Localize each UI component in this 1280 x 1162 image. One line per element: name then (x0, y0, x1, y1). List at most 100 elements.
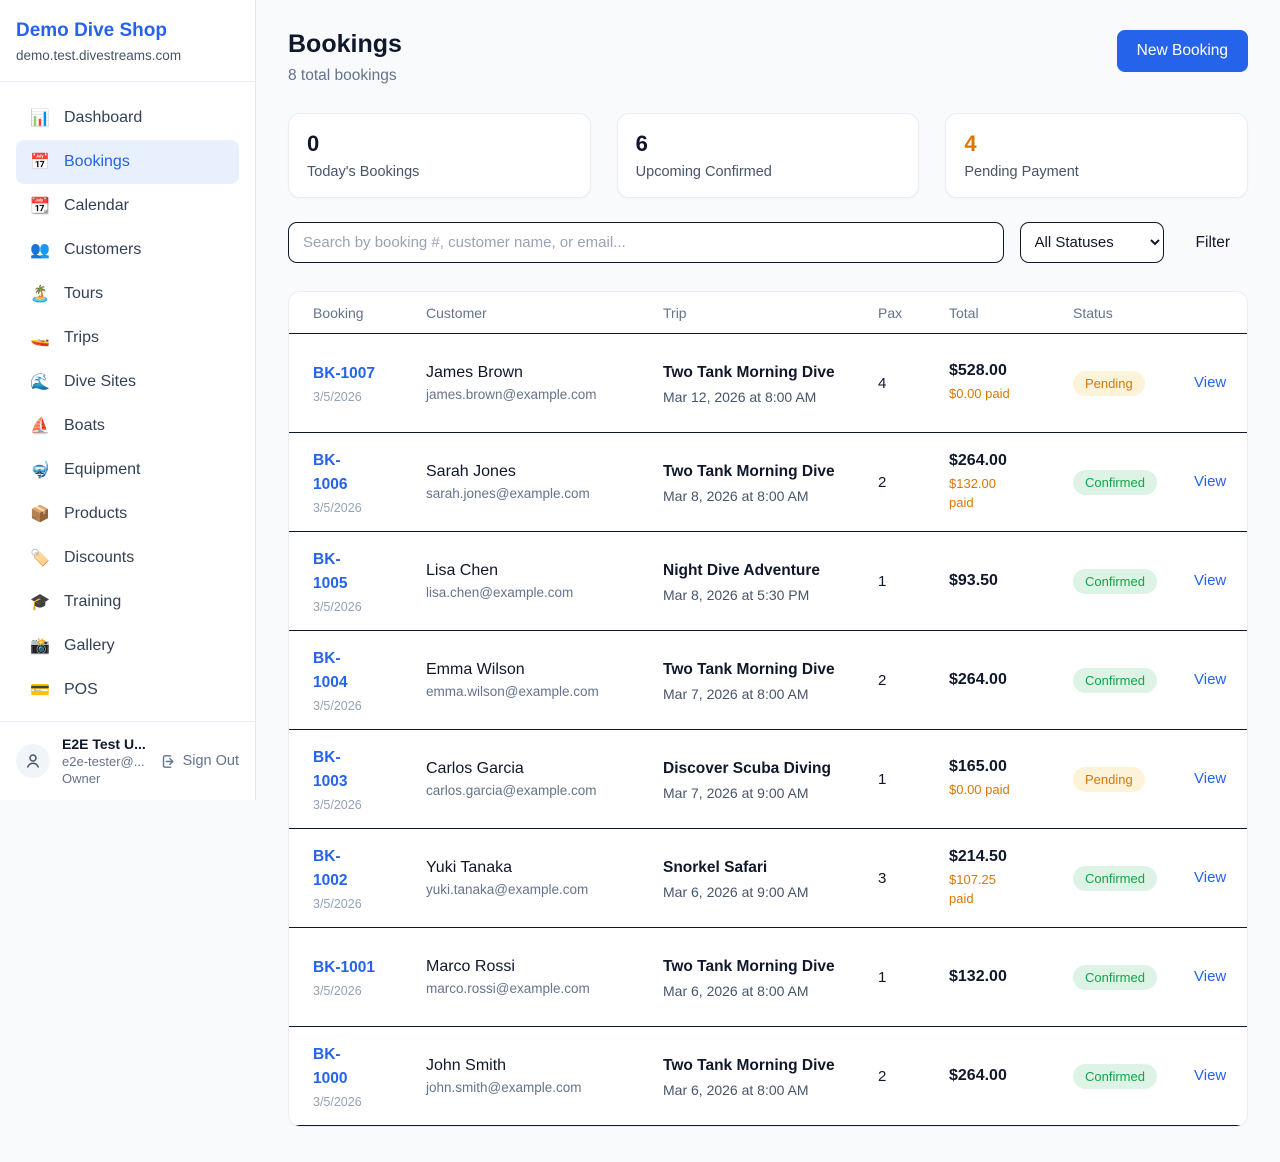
nav-item-label: Bookings (64, 153, 130, 170)
total-cell: $214.50 $107.25 paid (949, 848, 1073, 909)
total-amount: $264.00 (949, 451, 1007, 469)
sidebar-item[interactable]: 📅 Bookings (16, 140, 239, 184)
stat-card: 6 Upcoming Confirmed (616, 113, 920, 198)
booking-id-link[interactable]: BK- 1002 (313, 847, 348, 889)
customer-cell: Sarah Jones sarah.jones@example.com (426, 463, 663, 501)
view-link[interactable]: View (1194, 1067, 1227, 1084)
total-cell: $132.00 (949, 968, 1073, 986)
paid-amount: $0.00 paid (949, 386, 1010, 402)
sidebar-item[interactable]: 🏷️ Discounts (16, 536, 239, 580)
view-link[interactable]: View (1194, 473, 1227, 490)
column-header-pax: Pax (878, 304, 903, 321)
column-header-status: Status (1073, 304, 1113, 321)
nav-item-label: Discounts (64, 549, 135, 566)
customer-email: sarah.jones@example.com (426, 486, 590, 501)
view-link[interactable]: View (1194, 374, 1227, 391)
booking-id-link[interactable]: BK- 1006 (313, 451, 348, 493)
booking-cell: BK- 1006 3/5/2026 (313, 449, 426, 515)
customer-name: Yuki Tanaka (426, 859, 512, 876)
sidebar-item[interactable]: 📆 Calendar (16, 184, 239, 228)
sidebar: Demo Dive Shop demo.test.divestreams.com… (0, 0, 256, 800)
pax-cell: 1 (878, 968, 887, 986)
pax-cell: 3 (878, 869, 887, 887)
total-cell: $264.00 $132.00 paid (949, 452, 1073, 513)
booking-date: 3/5/2026 (313, 600, 362, 615)
sidebar-item[interactable]: 🏝️ Tours (16, 272, 239, 316)
nav-item-label: Dive Sites (64, 373, 137, 390)
sidebar-item[interactable]: 🎓 Training (16, 580, 239, 624)
trip-name: Two Tank Morning Dive (663, 957, 835, 975)
sidebar-item[interactable]: 📸 Gallery (16, 624, 239, 668)
booking-id-link[interactable]: BK- 1000 (313, 1045, 348, 1087)
status-badge: Confirmed (1073, 469, 1157, 495)
search-input[interactable] (288, 222, 1004, 263)
view-link[interactable]: View (1194, 770, 1227, 787)
new-booking-button[interactable]: New Booking (1116, 30, 1248, 72)
actions-cell: View (1194, 572, 1235, 590)
sidebar-header: Demo Dive Shop demo.test.divestreams.com (0, 0, 255, 82)
filter-row: All Statuses Filter (288, 222, 1248, 263)
user-name: E2E Test U... (62, 736, 146, 752)
status-select[interactable]: All Statuses (1019, 222, 1164, 263)
sidebar-item[interactable]: 🤿 Equipment (16, 448, 239, 492)
total-cell: $264.00 (949, 1067, 1073, 1085)
sidebar-item[interactable]: 📊 Dashboard (16, 96, 239, 140)
total-cell: $264.00 (949, 671, 1073, 689)
sign-out-button[interactable]: Sign Out (160, 753, 239, 770)
trip-datetime: Mar 6, 2026 at 9:00 AM (663, 884, 809, 900)
view-link[interactable]: View (1194, 869, 1227, 886)
sidebar-item[interactable]: 🌊 Dive Sites (16, 360, 239, 404)
trip-name: Two Tank Morning Dive (663, 1056, 835, 1074)
customer-name: Emma Wilson (426, 661, 525, 678)
booking-date: 3/5/2026 (313, 897, 362, 912)
customer-email: john.smith@example.com (426, 1080, 582, 1095)
booking-cell: BK- 1003 3/5/2026 (313, 746, 426, 812)
view-link[interactable]: View (1194, 671, 1227, 688)
trip-datetime: Mar 8, 2026 at 5:30 PM (663, 587, 810, 603)
booking-id-link[interactable]: BK- 1004 (313, 649, 348, 691)
trip-cell: Two Tank Morning Dive Mar 8, 2026 at 8:0… (663, 460, 878, 504)
stat-label: Today's Bookings (307, 164, 420, 180)
actions-cell: View (1194, 1067, 1235, 1085)
booking-cell: BK- 1005 3/5/2026 (313, 548, 426, 614)
table-row: BK-1007 3/5/2026 James Brown james.brown… (289, 334, 1247, 433)
total-amount: $528.00 (949, 362, 1007, 380)
total-amount: $264.00 (949, 1067, 1007, 1084)
booking-cell: BK- 1000 3/5/2026 (313, 1043, 426, 1109)
nav-item-icon: ⛵ (30, 418, 50, 435)
actions-cell: View (1194, 671, 1235, 689)
stat-value: 4 (964, 131, 977, 156)
sidebar-item[interactable]: 🚤 Trips (16, 316, 239, 360)
booking-id-link[interactable]: BK-1007 (313, 364, 376, 382)
booking-id-link[interactable]: BK- 1003 (313, 748, 348, 790)
customer-email: james.brown@example.com (426, 387, 597, 402)
booking-id-link[interactable]: BK-1001 (313, 958, 376, 976)
column-header-total: Total (949, 304, 979, 321)
nav-item-icon: 🌊 (30, 374, 50, 391)
status-badge: Confirmed (1073, 865, 1157, 891)
trip-cell: Snorkel Safari Mar 6, 2026 at 9:00 AM (663, 856, 878, 900)
column-header-booking: Booking (313, 304, 364, 321)
sidebar-item[interactable]: 💳 POS (16, 668, 239, 712)
status-cell: Confirmed (1073, 1063, 1194, 1089)
booking-id-link[interactable]: BK- 1005 (313, 550, 348, 592)
table-row: BK-1001 3/5/2026 Marco Rossi marco.rossi… (289, 928, 1247, 1027)
view-link[interactable]: View (1194, 968, 1227, 985)
user-section: E2E Test U... e2e-tester@... Owner Sign … (0, 721, 255, 800)
status-badge: Confirmed (1073, 568, 1157, 594)
status-cell: Pending (1073, 766, 1194, 792)
avatar (16, 744, 50, 778)
status-badge: Pending (1073, 370, 1145, 396)
sidebar-item[interactable]: 👥 Customers (16, 228, 239, 272)
actions-cell: View (1194, 473, 1235, 491)
bookings-table: Booking Customer Trip Pax Total Status B… (288, 291, 1248, 1127)
trip-name: Two Tank Morning Dive (663, 462, 835, 480)
nav-item-icon: 📊 (30, 110, 50, 127)
table-row: BK- 1005 3/5/2026 Lisa Chen lisa.chen@ex… (289, 532, 1247, 631)
view-link[interactable]: View (1194, 572, 1227, 589)
sidebar-item[interactable]: 📦 Products (16, 492, 239, 536)
sidebar-item[interactable]: ⛵ Boats (16, 404, 239, 448)
trip-name: Night Dive Adventure (663, 561, 821, 579)
status-badge: Confirmed (1073, 667, 1157, 693)
filter-button[interactable]: Filter (1180, 234, 1248, 252)
